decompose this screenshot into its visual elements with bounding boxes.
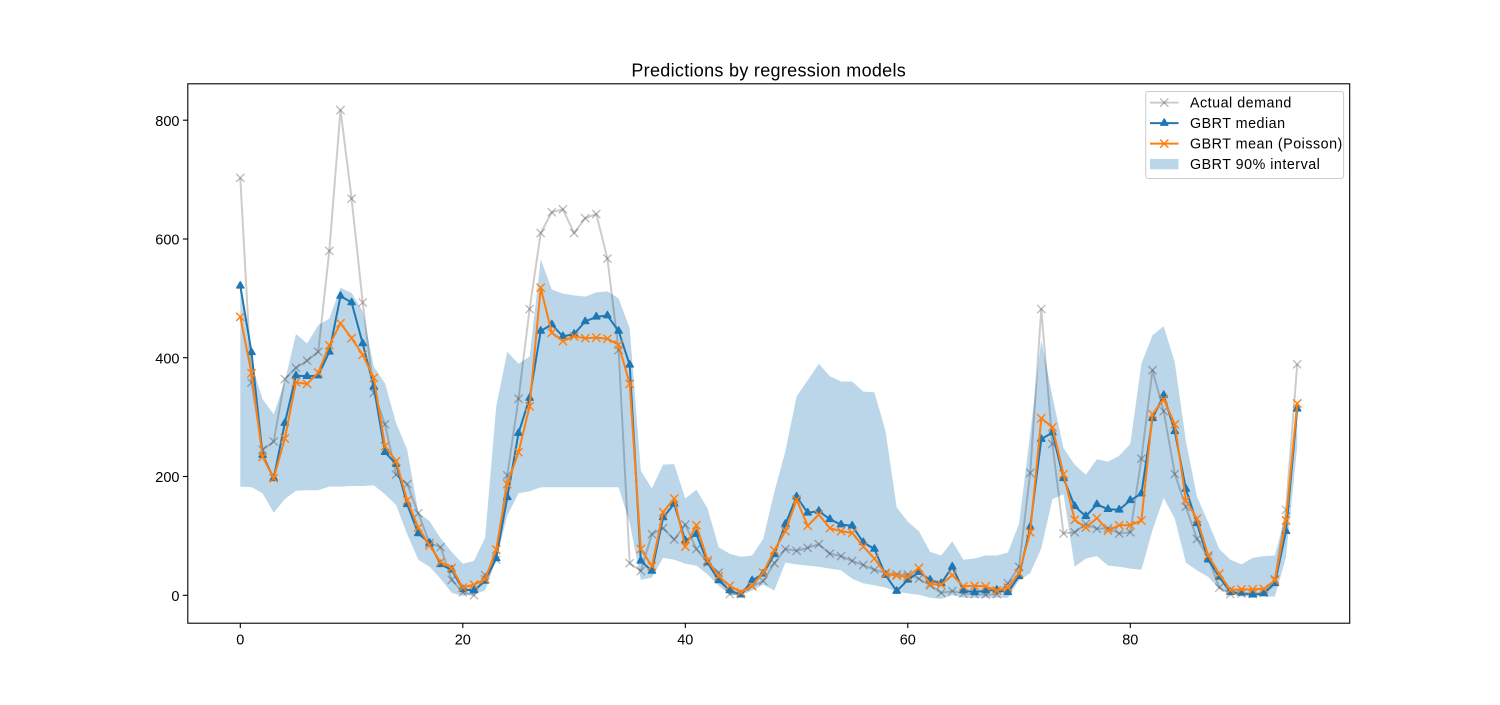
svg-text:40: 40	[677, 632, 693, 648]
svg-text:200: 200	[155, 470, 179, 486]
svg-text:GBRT median: GBRT median	[1190, 116, 1286, 132]
svg-text:GBRT 90% interval: GBRT 90% interval	[1190, 157, 1320, 173]
svg-text:Predictions by regression mode: Predictions by regression models	[631, 60, 906, 80]
svg-text:20: 20	[455, 632, 471, 648]
svg-text:600: 600	[155, 233, 179, 249]
svg-text:400: 400	[155, 351, 179, 367]
svg-text:80: 80	[1122, 632, 1138, 648]
svg-text:GBRT mean (Poisson): GBRT mean (Poisson)	[1190, 137, 1343, 153]
svg-text:Actual demand: Actual demand	[1190, 96, 1292, 112]
svg-text:800: 800	[155, 114, 179, 130]
svg-text:0: 0	[171, 589, 179, 605]
svg-text:60: 60	[900, 632, 916, 648]
svg-text:0: 0	[236, 632, 244, 648]
